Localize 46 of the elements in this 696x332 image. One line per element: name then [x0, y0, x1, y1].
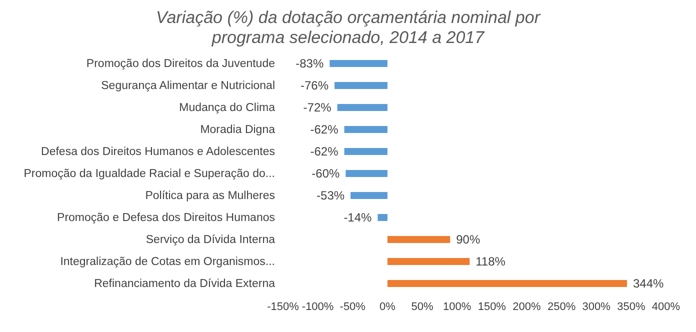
x-tick-label: 250% — [547, 300, 576, 313]
y-tick-label: Promoção dos Direitos da Juventude — [86, 58, 275, 70]
data-label: -62% — [310, 122, 339, 136]
bar — [378, 214, 388, 221]
x-tick-label: -50% — [340, 300, 366, 313]
x-tick-label: 300% — [582, 300, 611, 313]
data-label: 344% — [633, 276, 664, 290]
data-label: -62% — [310, 144, 339, 158]
y-tick-label: Política para as Mulheres — [145, 190, 276, 202]
y-tick-label: Refinanciamento da Dívida Externa — [94, 278, 276, 290]
bar — [387, 258, 470, 265]
x-tick-label: 50% — [411, 300, 434, 313]
y-tick-label: Mudança do Clima — [179, 102, 276, 114]
bar — [337, 104, 388, 111]
y-tick-label: Moradia Digna — [200, 124, 276, 136]
y-tick-label: Integralização de Cotas em Organismos... — [60, 256, 275, 268]
y-tick-label: Segurança Alimentar e Nutricional — [101, 80, 275, 92]
bar — [350, 192, 388, 199]
data-label: -72% — [303, 100, 332, 114]
x-tick-label: 400% — [652, 300, 680, 313]
x-tick-label: 150% — [478, 300, 506, 313]
x-tick-label: 100% — [443, 300, 472, 313]
x-tick-label: -150% — [267, 300, 300, 313]
data-label: -83% — [296, 56, 324, 70]
x-tick-label: -100% — [302, 300, 334, 313]
bar — [387, 236, 450, 243]
y-tick-label: Promoção da Igualdade Racial e Superação do... — [24, 168, 275, 180]
bar — [346, 170, 388, 177]
data-label: -53% — [316, 188, 345, 202]
bar — [344, 126, 388, 133]
x-tick-label: 200% — [512, 300, 542, 313]
data-label: -14% — [344, 210, 372, 224]
bar — [344, 148, 388, 155]
bar — [387, 280, 628, 287]
data-label: 90% — [456, 232, 480, 246]
data-label: -60% — [312, 166, 340, 180]
y-tick-label: Promoção e Defesa dos Direitos Humanos — [57, 212, 276, 224]
x-tick-label: 0% — [380, 300, 396, 313]
bar — [330, 60, 388, 67]
bar — [334, 82, 388, 89]
y-tick-label: Defesa dos Direitos Humanos e Adolescentes — [41, 146, 276, 158]
y-tick-label: Serviço da Dívida Interna — [146, 234, 276, 246]
data-label: -76% — [300, 78, 329, 92]
chart-title: Variação (%) da dotação orçamentária nominal por programa selecionado, 2014 a 2017 — [155, 8, 542, 48]
data-label: 118% — [476, 254, 506, 268]
x-tick-label: 350% — [617, 300, 646, 313]
